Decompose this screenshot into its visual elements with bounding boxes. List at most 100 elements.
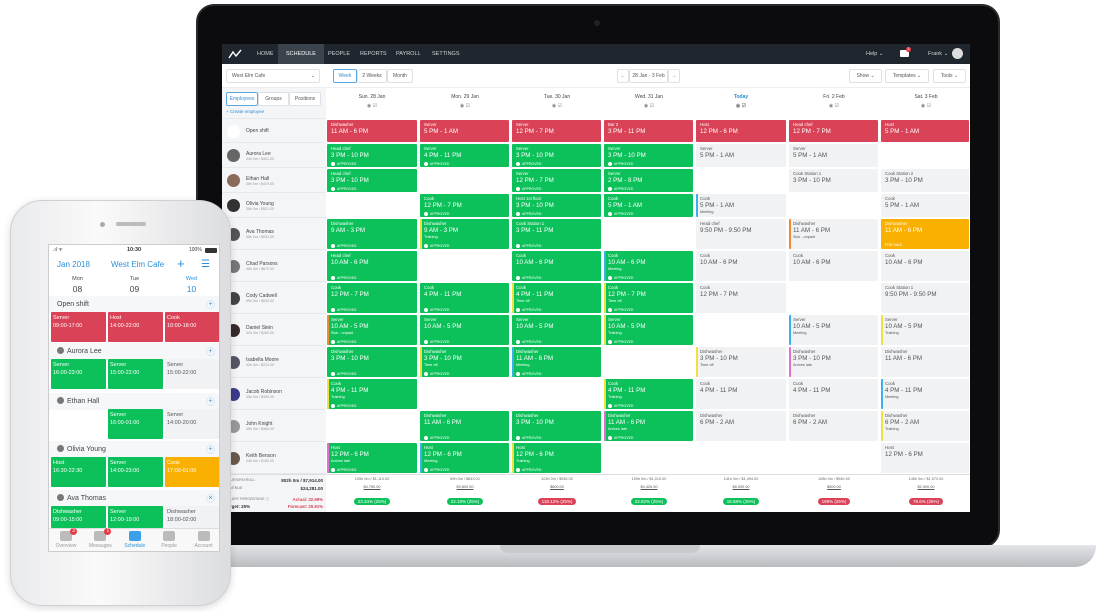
shift-card[interactable]: Server 10 AM - 5 PM APPROVED (420, 315, 509, 345)
tab-overview[interactable]: 3 Overview (49, 528, 83, 549)
phone-shift-card[interactable]: Server 14:00-20:00 (165, 409, 219, 439)
shift-card[interactable]: Host 5 PM - 1 AM (881, 120, 969, 142)
shift-card[interactable]: Server 2 PM - 8 PM APPROVED (604, 169, 693, 192)
user-avatar[interactable] (952, 48, 963, 59)
shift-card[interactable]: Cook 4 PM - 11 PM Time off APPROVED (512, 283, 601, 313)
shift-card[interactable]: Cook 4 PM - 11 PM Meeting (881, 379, 969, 409)
tab-messages[interactable]: 1 Messages (83, 528, 117, 549)
shift-card[interactable]: Head chef 9:50 PM - 9:50 PM (696, 219, 786, 249)
nav-home[interactable]: HOME (257, 51, 274, 57)
shift-card[interactable]: Dishwasher 3 PM - 10 PM APPROVED (512, 411, 601, 441)
shift-card[interactable]: Cook 5 PM - 1 AM APPROVED (604, 194, 693, 217)
edit-icon[interactable]: ☑ (372, 103, 378, 109)
shift-card[interactable]: Cook 10 AM - 6 PM (881, 251, 969, 281)
eye-icon[interactable]: ◉ (828, 103, 835, 109)
revenue-link[interactable]: $8,000.00 (732, 485, 750, 489)
shift-card[interactable]: Cook 4 PM - 11 PM Training APPROVED (327, 379, 417, 409)
day-header[interactable]: Wed. 31 Jan ◉ ☑ (603, 94, 695, 109)
shift-card[interactable]: Server 3 PM - 10 PM APPROVED (512, 144, 601, 167)
shift-card[interactable]: Head chef 3 PM - 10 PM APPROVED (327, 169, 417, 192)
phone-day[interactable]: Wed 10 (163, 276, 219, 294)
edit-icon[interactable]: ☑ (741, 103, 747, 109)
phone-shift-card[interactable]: Server 12:00-19:00 (108, 506, 163, 528)
shift-card[interactable]: Dishwasher 3 PM - 10 PM Time off APPROVED (420, 347, 509, 377)
nav-schedule[interactable]: SCHEDULE (278, 44, 324, 64)
employee-row-header[interactable]: Keith Benson 24h 0m / $192.00 (222, 442, 326, 474)
shift-card[interactable]: Host 12 PM - 6 PM (881, 443, 969, 473)
show-dropdown[interactable]: Show ⌄ (849, 69, 882, 83)
shift-card[interactable]: Cook 10 AM - 6 PM APPROVED (512, 251, 601, 281)
shift-card[interactable]: Host 12 PM - 6 PM Arrives late APPROVED (327, 443, 417, 473)
phone-shift-card[interactable]: Cook 17:00-01:00 (165, 457, 219, 487)
shift-card[interactable]: Cook 4 PM - 11 PM (696, 379, 786, 409)
shift-card[interactable]: Server 10 AM - 5 PM Meeting (789, 315, 878, 345)
day-revenue[interactable]: $500.00 (788, 485, 880, 489)
shift-card[interactable]: Dishwasher 11 AM - 6 PM (881, 347, 969, 377)
nav-reports[interactable]: REPORTS (360, 51, 387, 57)
employee-row-header[interactable]: Ava Thomas 58h 0m / $632.00 (222, 218, 326, 250)
eye-icon[interactable]: ◉ (366, 103, 373, 109)
shift-card[interactable]: Server 5 PM - 1 AM (789, 144, 878, 167)
shift-card[interactable]: Dishwasher 11 AM - 6 PM APPROVED (420, 411, 509, 441)
shift-card[interactable]: Server 5 PM - 1 AM (696, 144, 786, 167)
shift-card[interactable]: Dishwasher 6 PM - 2 AM Training (881, 411, 969, 441)
shift-card[interactable]: Dishwasher 11 AM - 6 PM (327, 120, 417, 142)
shift-card[interactable]: Dishwasher 3 PM - 10 PM APPROVED (327, 347, 417, 377)
tab-schedule[interactable]: Schedule (118, 531, 152, 549)
revenue-link[interactable]: $800.00 (550, 485, 564, 489)
location-select[interactable]: West Elm Cafe ⌄ (226, 69, 320, 83)
eye-icon[interactable]: ◉ (643, 103, 650, 109)
shift-card[interactable]: Head chef 10 AM - 6 PM APPROVED (327, 251, 417, 281)
view-month[interactable]: Month (387, 69, 413, 83)
create-employee-link[interactable]: + Create employee (226, 109, 265, 114)
shift-card[interactable]: Server 10 AM - 5 PM Training APPROVED (604, 315, 693, 345)
day-header[interactable]: Fri. 2 Feb ◉ ☑ (788, 94, 880, 109)
shift-card[interactable]: Cook 10 AM - 6 PM (696, 251, 786, 281)
revenue-link[interactable]: $4,750.00 (363, 485, 381, 489)
phone-shift-card[interactable]: Dishwasher 09:00-15:00 (51, 506, 106, 528)
shift-card[interactable]: Cook 4 PM - 11 PM APPROVED (420, 283, 509, 313)
templates-dropdown[interactable]: Templates ⌄ (885, 69, 929, 83)
edit-icon[interactable]: ☑ (649, 103, 655, 109)
shift-card[interactable]: Server 10 AM - 5 PM APPROVED (512, 315, 601, 345)
phone-shift-card[interactable]: Server 14:00-23:00 (108, 457, 163, 487)
shift-card[interactable]: Cook 10 AM - 6 PM (789, 251, 878, 281)
edit-icon[interactable]: ☑ (465, 103, 471, 109)
eye-icon[interactable]: ◉ (735, 103, 742, 109)
edit-icon[interactable]: ☑ (834, 103, 840, 109)
day-revenue[interactable]: $800.00 (511, 485, 603, 489)
day-header[interactable]: Today ◉ ☑ (695, 94, 787, 109)
shift-card[interactable]: Dishwasher 11 AM - 6 PM Meeting APPROVED (512, 347, 601, 377)
month-selector[interactable]: Jan 2018 (57, 260, 90, 269)
help-menu[interactable]: Help ⌄ (866, 51, 884, 57)
phone-shift-card[interactable]: Host 16:30-22:30 (51, 457, 106, 487)
phone-shift-card[interactable]: Server 15:00-22:00 (108, 359, 163, 389)
revenue-link[interactable]: $3,800.00 (456, 485, 474, 489)
location-selector[interactable]: West Elm Cafe (111, 260, 165, 269)
view-week[interactable]: Week (333, 69, 357, 83)
shift-card[interactable]: Dishwasher 9 AM - 3 PM Training APPROVED (420, 219, 509, 249)
shift-card[interactable]: Cook 10 AM - 6 PM Meeting APPROVED (604, 251, 693, 281)
employee-row-header[interactable]: John Knight 45h 0m / $360.00 (222, 410, 326, 442)
shift-card[interactable]: Cook 4 PM - 11 PM (789, 379, 878, 409)
shift-card[interactable]: Cook 12 PM - 7 PM Time off APPROVED (604, 283, 693, 313)
revenue-link[interactable]: $500.00 (827, 485, 841, 489)
phone-shift-card[interactable]: Server 16:00-01:00 (108, 409, 163, 439)
add-shift-icon[interactable]: + (206, 397, 215, 406)
employee-row-header[interactable]: Jacob Robinson 35h 0m / $495.00 (222, 378, 326, 410)
shift-card[interactable]: Cook 4 PM - 11 PM Training APPROVED (604, 379, 693, 409)
employee-row-header[interactable]: Daniel Stein 42h 0m / $280.00 (222, 314, 326, 346)
shift-card[interactable]: Server 10 AM - 5 PM Training (881, 315, 969, 345)
shift-card[interactable]: Server 10 AM - 5 PM Sick - unpaid APPROVED (327, 315, 417, 345)
shift-card[interactable]: Host 1st floor 3 PM - 10 PM APPROVED (512, 194, 601, 217)
mail-icon[interactable] (900, 50, 909, 57)
phone-shift-card[interactable]: Host 14:00-22:00 (108, 312, 163, 342)
shift-card[interactable]: Server 12 PM - 7 PM APPROVED (512, 169, 601, 192)
shift-card[interactable]: Server 5 PM - 1 AM (420, 120, 509, 142)
phone-day[interactable]: Tue 09 (106, 276, 163, 294)
day-revenue[interactable]: $3,800.00 (419, 485, 511, 489)
shift-card[interactable]: Server 12 PM - 7 PM (512, 120, 601, 142)
add-shift-icon[interactable]: + (206, 445, 215, 454)
